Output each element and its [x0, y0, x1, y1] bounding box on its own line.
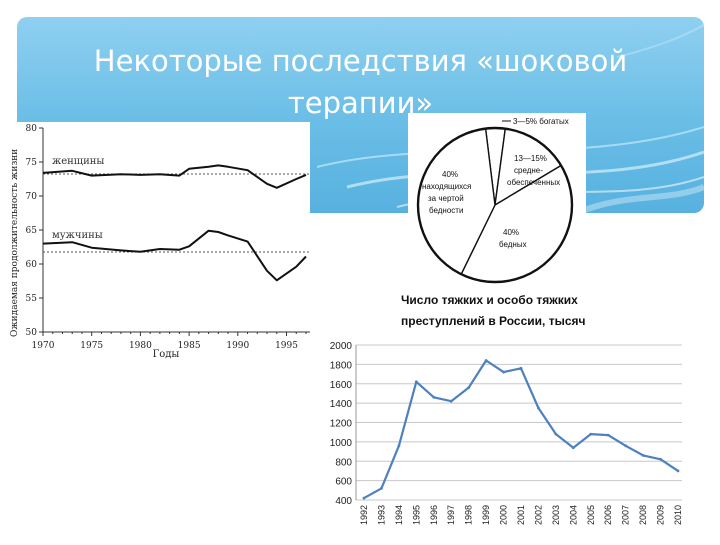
life-series-lines [42, 164, 307, 282]
crime-x-tick-label: 2002 [533, 505, 543, 525]
crime-line-chart: Число тяжких и особо тяжких преступлений… [316, 287, 714, 540]
crime-x-tick-label: 1995 [411, 505, 421, 525]
crime-y-tick-label: 800 [335, 457, 352, 468]
crime-data-point [641, 454, 645, 457]
life-x-tick-label: 1980 [129, 341, 152, 351]
crime-y-tick-label: 400 [335, 496, 352, 507]
crime-data-point [502, 370, 505, 374]
crime-x-tick-label: 2009 [656, 505, 666, 525]
life-y-tick-label: 80 [26, 124, 38, 134]
pie-label-middle-line1: 13—15% [514, 154, 547, 163]
crime-y-tick-label: 1800 [330, 360, 353, 371]
life-expectancy-svg: Ожидаемая продолжительность жизни 80 75 70… [10, 124, 310, 360]
crime-x-tick-label: 1996 [429, 505, 439, 525]
crime-data-point [659, 457, 662, 461]
crime-x-tick-label: 2010 [673, 505, 683, 525]
crime-y-tick-label: 1600 [330, 380, 353, 391]
crime-data-point [606, 433, 610, 437]
crime-data-point [537, 406, 540, 410]
life-y-tick-label: 50 [26, 328, 38, 338]
income-pie-svg: 3—5% богатых 13—15% средне- обеспеченных… [416, 117, 574, 284]
crime-x-ticks: 1992 1993 1994 1995 1996 1997 1998 1999 2000 2001… [359, 505, 683, 525]
crime-x-tick-label: 1993 [376, 505, 386, 525]
pie-label-poor-line1: 40% [503, 228, 519, 237]
crime-grid [355, 344, 682, 501]
life-y-tick-label: 70 [26, 192, 38, 202]
pie-label-middle-line3: обеспеченных [507, 178, 560, 187]
crime-data-point [362, 496, 366, 500]
crime-x-tick-label: 2007 [621, 505, 631, 525]
crime-data-point [554, 432, 558, 436]
life-y-ticks: 80 75 70 65 60 55 50 [26, 124, 43, 338]
pie-label-middle-line2: средне- [514, 166, 543, 175]
life-x-ticks: 1970 1975 1980 1985 1990 1995 [32, 332, 307, 351]
crime-x-tick-label: 2003 [551, 505, 561, 525]
men-life-expectancy-line [42, 229, 307, 282]
crime-data-point [449, 399, 453, 403]
crime-series-line [362, 359, 680, 500]
life-y-tick-label: 55 [26, 294, 38, 304]
crime-x-tick-label: 1992 [359, 505, 369, 525]
income-pie-chart: 3—5% богатых 13—15% средне- обеспеченных… [408, 113, 586, 287]
crime-data-point [432, 395, 436, 399]
women-life-expectancy-line [42, 164, 307, 189]
crime-data-point [397, 444, 401, 448]
crime-x-tick-label: 1998 [464, 505, 474, 525]
crime-y-ticks: 400 600 800 1000 1200 1400 1600 1800 2000 [330, 341, 353, 507]
crime-x-tick-label: 2005 [586, 505, 596, 525]
crime-data-point [676, 469, 680, 473]
life-y-tick-label: 75 [26, 158, 38, 168]
crime-data-point [484, 359, 488, 362]
crime-x-tick-label: 2004 [568, 505, 578, 525]
life-ylabel: Ожидаемая продолжительность жизни [10, 149, 20, 337]
slide-title-line-1: Некоторые последствия «шоковой [93, 44, 628, 78]
life-x-tick-label: 1975 [80, 341, 103, 351]
crime-x-tick-label: 2001 [516, 505, 526, 525]
slide-title-line-2: терапии» [287, 86, 434, 120]
pie-slices [416, 120, 574, 284]
crime-data-point [380, 487, 383, 490]
crime-y-tick-label: 1200 [330, 419, 353, 430]
pie-outline [416, 126, 574, 284]
life-x-tick-label: 1990 [226, 341, 249, 351]
crime-y-tick-label: 1400 [330, 399, 353, 410]
slide-title: Некоторые последствия «шоковой терапии» [17, 40, 704, 124]
pie-label-below-line2: находящихся [422, 182, 471, 191]
life-expectancy-chart: Ожидаемая продолжительность жизни 80 75 70… [6, 122, 310, 362]
pie-label-poor-line2: бедных [499, 240, 527, 249]
life-xlabel: Годы [153, 349, 180, 360]
crime-data-point [519, 366, 523, 370]
life-y-tick-label: 65 [26, 226, 38, 236]
crime-data-point [467, 386, 471, 389]
crime-x-tick-label: 2008 [638, 505, 648, 525]
men-series-label: мужчины [52, 230, 103, 241]
crime-data-point [589, 432, 593, 436]
crime-y-tick-label: 2000 [330, 341, 353, 352]
women-series-label: женщины [52, 156, 104, 167]
life-x-tick-label: 1985 [178, 341, 201, 351]
crime-x-tick-label: 1999 [481, 505, 491, 525]
life-y-tick-label: 60 [26, 260, 38, 270]
crime-y-tick-label: 1000 [330, 438, 353, 449]
pie-label-below-line1: 40% [442, 170, 458, 179]
crime-y-tick-label: 600 [335, 477, 352, 488]
crime-data-point [414, 380, 418, 384]
crime-data-point [571, 446, 575, 450]
crime-x-tick-label: 2000 [499, 505, 509, 525]
crime-x-tick-label: 2006 [603, 505, 613, 525]
pie-label-below-line4: бедности [429, 206, 463, 215]
crime-series-polyline [363, 359, 679, 500]
crime-chart-title-line1: Число тяжких и особо тяжких [401, 293, 578, 307]
life-x-tick-label: 1970 [32, 341, 55, 351]
pie-label-below-line3: за чертой [428, 194, 464, 203]
crime-chart-title-line2: преступлений в России, тысяч [401, 314, 585, 328]
crime-data-point [624, 444, 628, 448]
crime-x-tick-label: 1997 [446, 505, 456, 525]
crime-x-tick-label: 1994 [394, 505, 404, 525]
life-x-tick-label: 1995 [275, 341, 298, 351]
crime-line-svg: Число тяжких и особо тяжких преступлений… [330, 293, 683, 525]
pie-label-rich: 3—5% богатых [513, 117, 569, 126]
